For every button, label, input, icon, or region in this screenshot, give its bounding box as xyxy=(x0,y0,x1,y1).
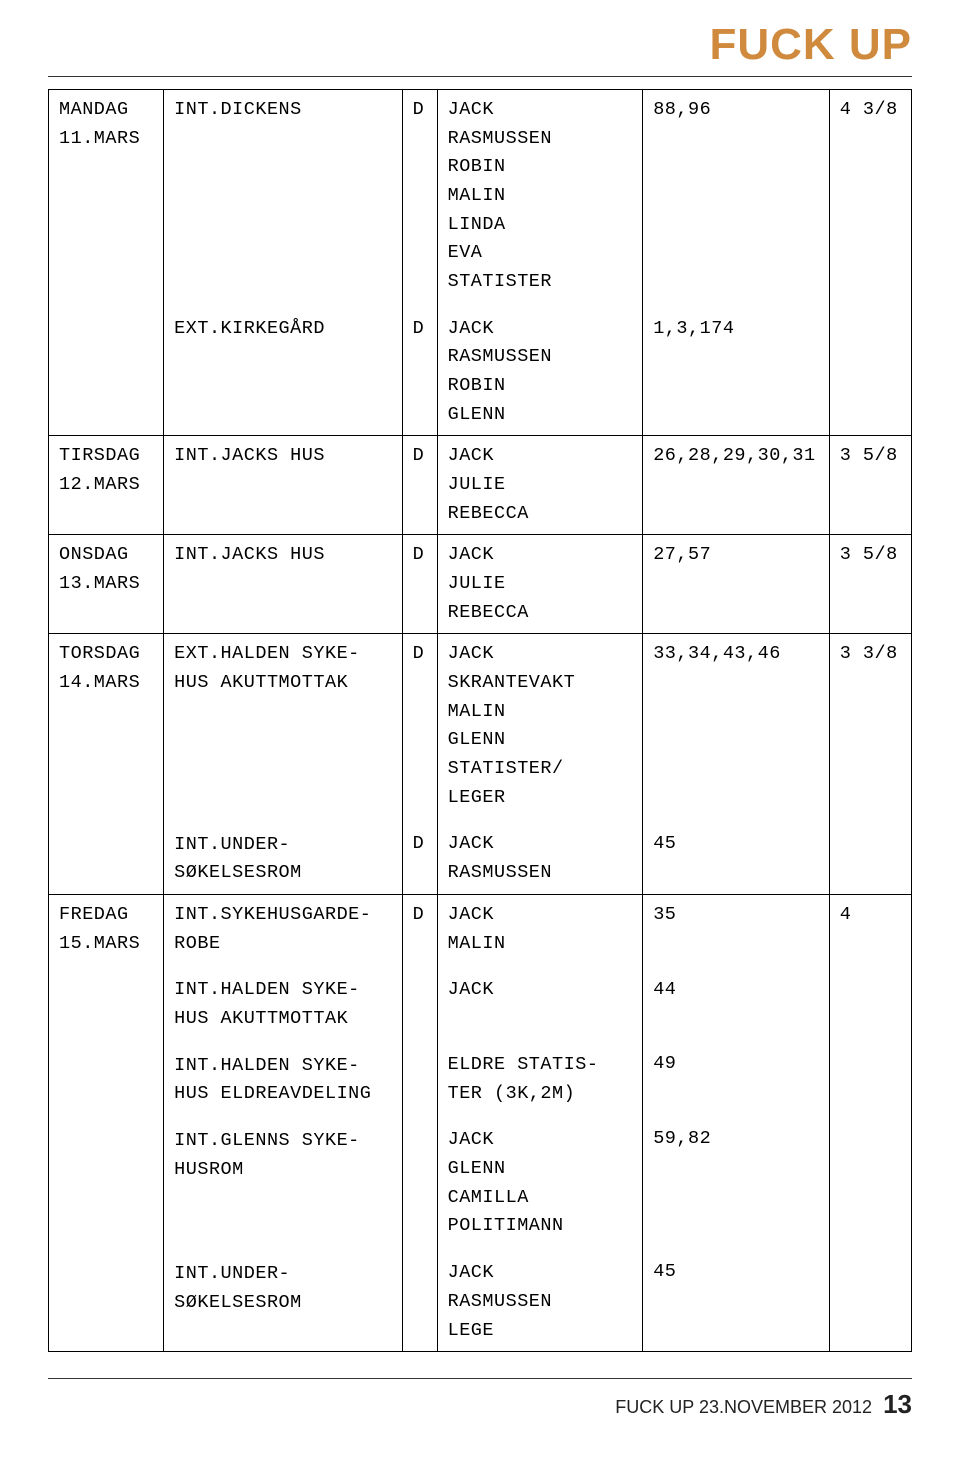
day-cell: TORSDAG 14.MARS xyxy=(49,634,164,895)
location-cell: INT.DICKENS EXT.KIRKEGÅRD xyxy=(164,90,403,436)
dn-block xyxy=(413,1051,429,1108)
daynight-cell: D xyxy=(402,436,437,535)
cast-block: JACK RASMUSSEN LEGE xyxy=(448,1259,635,1345)
loc-block: INT.GLENNS SYKE- HUSROM xyxy=(174,1127,394,1242)
loc-block: INT.UNDER- SØKELSESROM xyxy=(174,831,394,888)
cast-block: JACK MALIN xyxy=(448,901,635,958)
count-cell: 3 5/8 xyxy=(829,535,911,634)
cnt-block: 4 xyxy=(840,901,903,930)
cast-block: JACK SKRANTEVAKT MALIN GLENN STATISTER/ … xyxy=(448,640,635,812)
cast-cell: JACK JULIE REBECCA xyxy=(437,436,643,535)
dn-block: D xyxy=(413,96,429,297)
cnt-block: 3 3/8 xyxy=(840,640,903,669)
cast-block: JACK GLENN CAMILLA POLITIMANN xyxy=(448,1126,635,1241)
day-cell: FREDAG 15.MARS xyxy=(49,895,164,1352)
loc-block: INT.HALDEN SYKE- HUS AKUTTMOTTAK xyxy=(174,976,394,1033)
footer-page-number: 13 xyxy=(883,1389,912,1419)
table-row: ONSDAG 13.MARS INT.JACKS HUS D JACK JULIE R… xyxy=(49,535,912,634)
daynight-cell: D xyxy=(402,895,437,1352)
numbers-cell: 88,96 1,3,174 xyxy=(643,90,830,436)
num-block: 44 xyxy=(653,976,821,1033)
cnt-block: 3 5/8 xyxy=(840,541,903,570)
cast-block: JACK RASMUSSEN ROBIN GLENN xyxy=(448,315,635,430)
loc-block: INT.JACKS HUS xyxy=(174,442,394,471)
location-cell: INT.SYKEHUSGARDE- ROBE INT.HALDEN SYKE- H… xyxy=(164,895,403,1352)
schedule-table: MANDAG 11.MARSINT.DICKENSEXT.KIRKEGÅRDDD… xyxy=(48,89,912,1352)
num-block: 59,82 xyxy=(653,1125,821,1240)
dn-block: D xyxy=(413,830,429,859)
dn-block: D xyxy=(413,640,429,812)
num-block: 1,3,174 xyxy=(653,315,821,344)
cast-cell: JACK MALIN JACK ELDRE STATIS- TER (3K,2M) J… xyxy=(437,895,643,1352)
num-block: 45 xyxy=(653,830,821,859)
loc-block: INT.HALDEN SYKE- HUS ELDREAVDELING xyxy=(174,1052,394,1109)
cast-block: JACK RASMUSSEN ROBIN MALIN LINDA EVA STA… xyxy=(448,96,635,297)
title-rule xyxy=(48,76,912,77)
day-cell: MANDAG 11.MARS xyxy=(49,90,164,436)
day-block: TIRSDAG 12.MARS xyxy=(59,442,155,499)
cast-block: ELDRE STATIS- TER (3K,2M) xyxy=(448,1051,635,1108)
numbers-cell: 33,34,43,46 45 xyxy=(643,634,830,895)
cnt-block: 4 3/8 xyxy=(840,96,903,125)
num-block: 49 xyxy=(653,1050,821,1107)
table-row: MANDAG 11.MARS INT.DICKENS EXT.KIRKEGÅRD DD… xyxy=(49,90,912,436)
dn-block: D xyxy=(413,442,429,471)
dn-block xyxy=(413,976,429,1033)
loc-block: INT.UNDER- SØKELSESROM xyxy=(174,1260,394,1317)
numbers-cell: 27,57 xyxy=(643,535,830,634)
num-block: 33,34,43,46 xyxy=(653,640,821,812)
count-cell: 4 3/8 xyxy=(829,90,911,436)
table-row: TORSDAG 14.MARSEXT.HALDEN SYKE- HUS AKUT… xyxy=(49,634,912,895)
count-cell: 3 5/8 xyxy=(829,436,911,535)
page: FUCK UP MANDAG 11.MARS INT.DICKENS EXT.KIR… xyxy=(0,0,960,1480)
cast-cell: JACK JULIE REBECCA xyxy=(437,535,643,634)
table-row: FREDAG 15.MARSINT.SYKEHUSGARDE- ROBEINT.… xyxy=(49,895,912,1352)
num-block: 27,57 xyxy=(653,541,821,570)
cast-block: JACK RASMUSSEN xyxy=(448,830,635,887)
num-block: 26,28,29,30,31 xyxy=(653,442,821,471)
cast-block: JACK JULIE REBECCA xyxy=(448,442,635,528)
daynight-cell: D xyxy=(402,535,437,634)
num-block: 35 xyxy=(653,901,821,958)
num-block: 45 xyxy=(653,1258,821,1287)
location-cell: INT.JACKS HUS xyxy=(164,436,403,535)
cast-block: JACK xyxy=(448,976,635,1033)
day-block: MANDAG 11.MARS xyxy=(59,96,155,153)
num-block: 88,96 xyxy=(653,96,821,297)
footer-rule xyxy=(48,1378,912,1379)
day-cell: TIRSDAG 12.MARS xyxy=(49,436,164,535)
day-block: FREDAG 15.MARS xyxy=(59,901,155,958)
loc-block: EXT.HALDEN SYKE- HUS AKUTTMOTTAK xyxy=(174,640,394,812)
cast-block: JACK JULIE REBECCA xyxy=(448,541,635,627)
cast-cell: JACK RASMUSSEN ROBIN MALIN LINDA EVA STA… xyxy=(437,90,643,436)
dn-block: D xyxy=(413,315,429,344)
day-block: ONSDAG 13.MARS xyxy=(59,541,155,598)
location-cell: INT.JACKS HUS xyxy=(164,535,403,634)
dn-block: D xyxy=(413,541,429,570)
daynight-cell: DD xyxy=(402,634,437,895)
dn-block xyxy=(413,1126,429,1241)
loc-block: INT.DICKENS xyxy=(174,96,394,297)
numbers-cell: 35 44 49 59,82 45 xyxy=(643,895,830,1352)
cast-cell: JACK SKRANTEVAKT MALIN GLENN STATISTER/ … xyxy=(437,634,643,895)
count-cell: 4 xyxy=(829,895,911,1352)
numbers-cell: 26,28,29,30,31 xyxy=(643,436,830,535)
loc-block: EXT.KIRKEGÅRD xyxy=(174,315,394,344)
page-footer: FUCK UP 23.NOVEMBER 2012 13 xyxy=(48,1389,912,1420)
page-title: FUCK UP xyxy=(48,20,912,70)
loc-block: INT.JACKS HUS xyxy=(174,541,394,570)
table-row: TIRSDAG 12.MARS INT.JACKS HUS D JACK JULIE … xyxy=(49,436,912,535)
day-block: TORSDAG 14.MARS xyxy=(59,640,155,697)
daynight-cell: DD xyxy=(402,90,437,436)
dn-block: D xyxy=(413,901,429,958)
count-cell: 3 3/8 xyxy=(829,634,911,895)
cnt-block: 3 5/8 xyxy=(840,442,903,471)
loc-block: INT.SYKEHUSGARDE- ROBE xyxy=(174,901,394,958)
location-cell: EXT.HALDEN SYKE- HUS AKUTTMOTTAK INT.UNDE… xyxy=(164,634,403,895)
day-cell: ONSDAG 13.MARS xyxy=(49,535,164,634)
footer-text: FUCK UP 23.NOVEMBER 2012 xyxy=(615,1397,872,1417)
